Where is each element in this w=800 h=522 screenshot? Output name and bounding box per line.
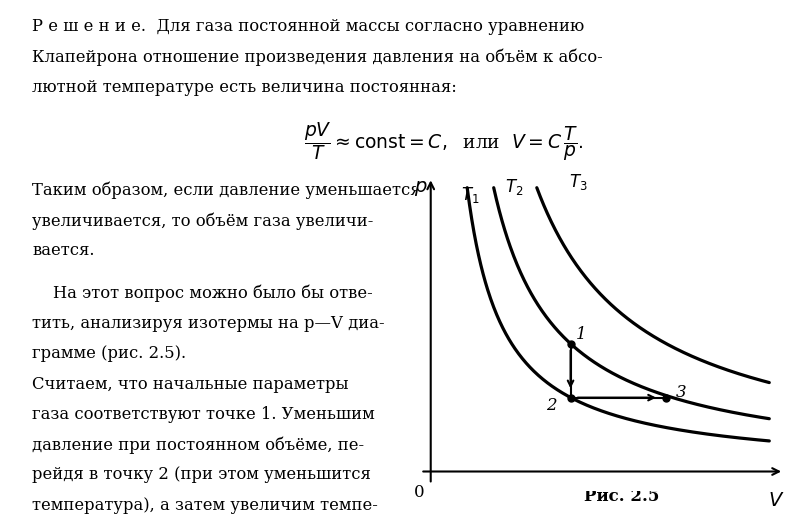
Text: газа соответствуют точке 1. Уменьшим: газа соответствуют точке 1. Уменьшим xyxy=(32,406,374,423)
Text: Клапейрона отношение произведения давления на объём к абсо-: Клапейрона отношение произведения давлен… xyxy=(32,49,602,66)
Text: Таким образом, если давление уменьшается, а температура: Таким образом, если давление уменьшается… xyxy=(32,182,558,199)
Text: 3: 3 xyxy=(676,384,686,401)
Text: Считаем, что начальные параметры: Считаем, что начальные параметры xyxy=(32,375,349,393)
Text: 2: 2 xyxy=(546,397,557,414)
Text: грамме (рис. 2.5).: грамме (рис. 2.5). xyxy=(32,345,186,362)
Text: $T_2$: $T_2$ xyxy=(505,176,523,197)
Text: вается.: вается. xyxy=(32,242,94,259)
Text: увеличивается, то объём газа увеличи-: увеличивается, то объём газа увеличи- xyxy=(32,212,374,230)
Text: Р е ш е н и е.  Для газа постоянной массы согласно уравнению: Р е ш е н и е. Для газа постоянной массы… xyxy=(32,18,584,35)
Text: $T_3$: $T_3$ xyxy=(569,172,587,192)
Text: $p$: $p$ xyxy=(414,179,427,198)
Text: На этот вопрос можно было бы отве-: На этот вопрос можно было бы отве- xyxy=(32,284,373,302)
Text: 1: 1 xyxy=(575,326,586,343)
Text: лютной температуре есть величина постоянная:: лютной температуре есть величина постоян… xyxy=(32,79,457,96)
Text: $T_1$: $T_1$ xyxy=(461,185,479,205)
Text: давление при постоянном объёме, пе-: давление при постоянном объёме, пе- xyxy=(32,436,364,454)
Text: рейдя в точку 2 (при этом уменьшится: рейдя в точку 2 (при этом уменьшится xyxy=(32,466,371,483)
Text: тить, анализируя изотермы на р—V диа-: тить, анализируя изотермы на р—V диа- xyxy=(32,315,385,332)
Text: Рис. 2.5: Рис. 2.5 xyxy=(584,488,659,505)
Text: $V$: $V$ xyxy=(769,492,785,510)
Text: $\dfrac{pV}{T} \approx \mathrm{const} = C,$  или  $V = C\,\dfrac{T}{p}.$: $\dfrac{pV}{T} \approx \mathrm{const} = … xyxy=(304,120,583,162)
Text: 0: 0 xyxy=(414,484,424,501)
Text: температура), а затем увеличим темпе-: температура), а затем увеличим темпе- xyxy=(32,496,378,514)
